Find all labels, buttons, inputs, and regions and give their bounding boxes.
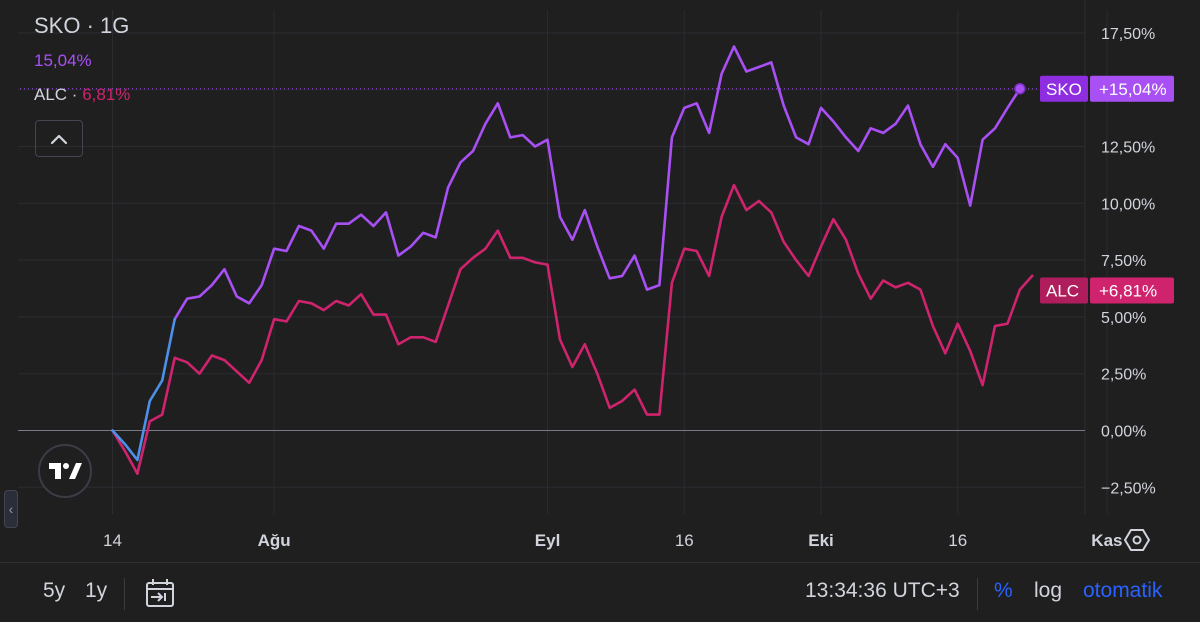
x-tick-label: Eyl — [535, 531, 561, 550]
legend-collapse-button[interactable] — [35, 120, 83, 157]
legend-alc-row[interactable]: ALC · 6,81% — [34, 85, 130, 105]
y-tick-label: 0,00% — [1101, 424, 1146, 441]
tradingview-logo-icon — [49, 463, 82, 479]
range-1y-button[interactable]: 1y — [85, 579, 108, 602]
series-line-alc — [111, 183, 1034, 475]
y-axis-labels: 17,50%15,00%12,50%10,00%7,50%5,00%2,50%0… — [1101, 26, 1156, 497]
y-tick-label: 12,50% — [1101, 140, 1155, 157]
y-tick-label: 17,50% — [1101, 26, 1155, 43]
legend-title[interactable]: SKO · 1G — [34, 13, 130, 38]
price-tag-alc: ALC +6,81% — [1040, 277, 1174, 304]
legend-alc-value: 6,81% — [82, 85, 131, 104]
sko-last-point — [1014, 83, 1026, 95]
x-tick-label: 16 — [948, 531, 967, 550]
price-tag-sko-value: +15,04% — [1099, 80, 1167, 99]
y-tick-label: 10,00% — [1101, 196, 1155, 213]
price-tag-sko: SKO +15,04% — [1040, 75, 1174, 102]
price-tag-alc-value: +6,81% — [1099, 282, 1157, 301]
toolbar-separator — [124, 578, 125, 610]
x-tick-label: Ağu — [258, 531, 291, 550]
price-tag-sko-name-bg — [1040, 75, 1088, 102]
chart-settings-button[interactable] — [1123, 526, 1151, 554]
date-range-button[interactable] — [144, 577, 176, 615]
clock-timezone[interactable]: 13:34:36 UTC+3 — [805, 579, 960, 602]
y-tick-label: 2,50% — [1101, 367, 1146, 384]
tradingview-logo[interactable] — [38, 444, 92, 498]
log-scale-toggle[interactable]: log — [1034, 579, 1063, 602]
percent-scale-toggle[interactable]: % — [994, 579, 1013, 602]
x-tick-label: Kas — [1091, 531, 1122, 550]
y-tick-label: 5,00% — [1101, 310, 1146, 327]
auto-scale-toggle[interactable]: otomatik — [1083, 579, 1163, 602]
grid-lines — [18, 0, 1108, 514]
settings-hex-icon — [1124, 529, 1150, 551]
y-tick-label: 7,50% — [1101, 253, 1146, 270]
price-tag-sko-name: SKO — [1046, 80, 1082, 99]
legend-alc-label: ALC · — [34, 85, 78, 104]
x-axis-labels: 14 Ağu Eyl 16 Eki 16 Kas — [103, 531, 1122, 550]
chevron-up-icon — [50, 134, 68, 144]
x-tick-label: 14 — [103, 531, 122, 550]
price-tag-alc-value-bg — [1090, 277, 1174, 304]
x-tick-label: 16 — [675, 531, 694, 550]
chart-area[interactable]: 17,50%15,00%12,50%10,00%7,50%5,00%2,50%0… — [0, 0, 1200, 562]
series-line-sko-early — [111, 317, 176, 462]
price-tag-alc-name: ALC — [1046, 282, 1079, 301]
legend-sko-value: 15,04% — [34, 51, 92, 70]
price-tag-alc-name-bg — [1040, 277, 1088, 304]
range-5y-button[interactable]: 5y — [43, 579, 66, 602]
y-tick-label: −2,50% — [1101, 480, 1156, 497]
price-tag-sko-value-bg — [1090, 75, 1174, 102]
side-panel-toggle[interactable]: ‹ — [4, 490, 18, 528]
x-tick-label: Eki — [808, 531, 834, 550]
series-line-sko — [173, 45, 1022, 321]
bottom-toolbar: 5y 1y 13:34:36 UTC+3 % log otomatik — [0, 562, 1200, 622]
calendar-goto-icon — [146, 579, 174, 607]
chevron-left-icon: ‹ — [8, 501, 14, 517]
toolbar-separator — [977, 578, 978, 610]
